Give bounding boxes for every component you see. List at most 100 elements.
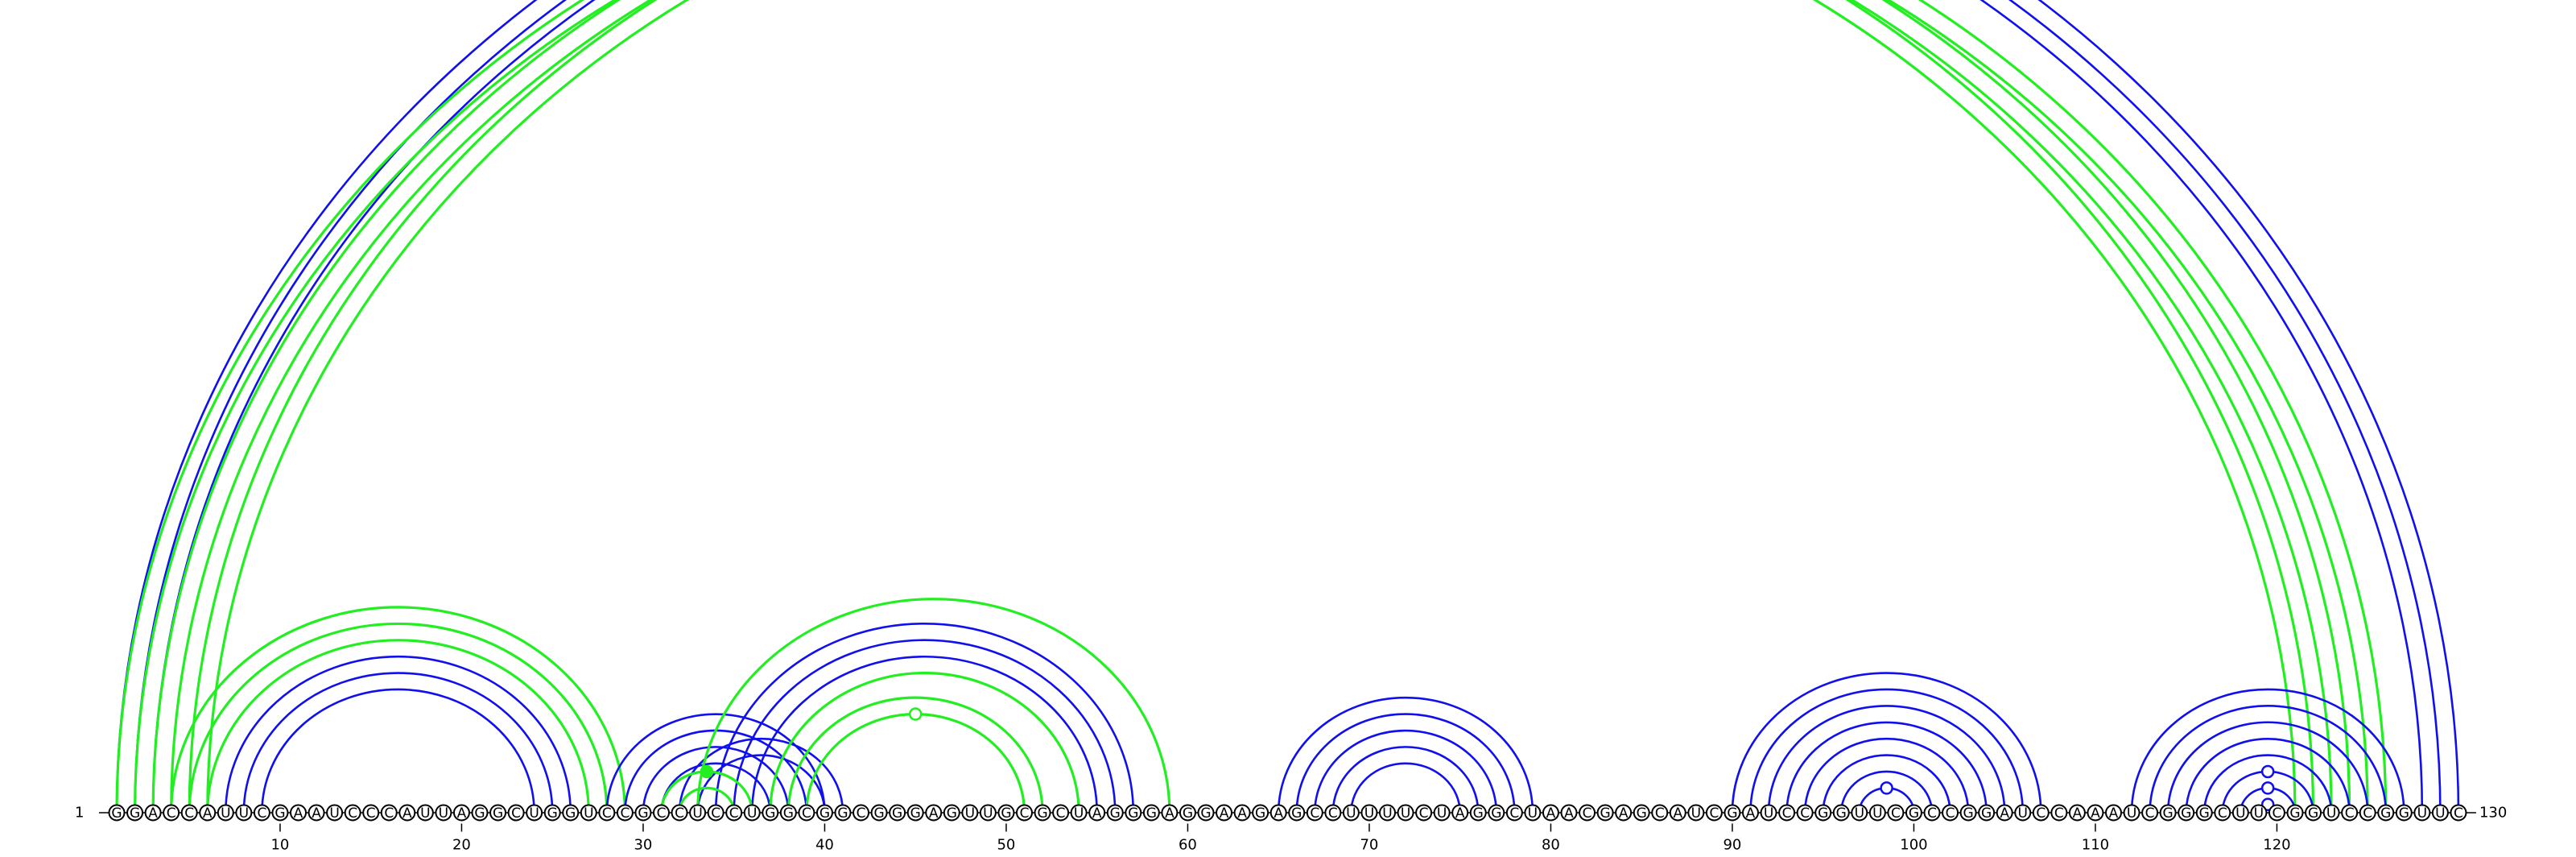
base-letter: C bbox=[257, 805, 266, 822]
base-106: U bbox=[2014, 804, 2032, 822]
base-circle bbox=[834, 804, 852, 822]
base-letter: C bbox=[384, 805, 394, 822]
base-circle bbox=[1125, 804, 1142, 822]
base-letter: C bbox=[2218, 805, 2227, 822]
base-letter: G bbox=[1600, 805, 1611, 822]
base-circle bbox=[2413, 804, 2431, 822]
tick-label-70: 70 bbox=[1360, 837, 1378, 854]
base-35: C bbox=[725, 804, 743, 822]
base-letter: G bbox=[837, 805, 848, 822]
base-circle bbox=[1161, 804, 1179, 822]
base-16: C bbox=[380, 804, 398, 822]
base-letter: A bbox=[1673, 805, 1682, 822]
tick-label-30: 30 bbox=[634, 837, 652, 854]
base-circle bbox=[2395, 804, 2413, 822]
base-letter: G bbox=[2199, 805, 2210, 822]
base-letter: C bbox=[184, 805, 194, 822]
base-30: G bbox=[634, 804, 652, 822]
tick-label-80: 80 bbox=[1542, 837, 1560, 854]
base-circle bbox=[689, 804, 707, 822]
arc-green-4-123 bbox=[170, 0, 2333, 814]
base-letter: A bbox=[1564, 805, 1574, 822]
base-70: U bbox=[1360, 804, 1378, 822]
base-29: C bbox=[616, 804, 634, 822]
base-letter: C bbox=[511, 805, 521, 822]
base-letter: G bbox=[1200, 805, 1211, 822]
base-circle bbox=[543, 804, 561, 822]
base-circle bbox=[126, 804, 144, 822]
arc-blue-94-103 bbox=[1803, 737, 1970, 814]
base-circle bbox=[1596, 804, 1614, 822]
base-circle bbox=[290, 804, 307, 822]
arc-green-5-126 bbox=[189, 0, 2386, 813]
base-letter: C bbox=[675, 805, 684, 822]
base-letter: C bbox=[1056, 805, 1066, 822]
base-14: C bbox=[344, 804, 361, 822]
base-letter: A bbox=[2000, 805, 2009, 822]
base-circle bbox=[815, 804, 833, 822]
base-circle bbox=[1269, 804, 1287, 822]
arc-green-5-28 bbox=[188, 622, 609, 814]
base-128: U bbox=[2413, 804, 2431, 822]
base-letter: C bbox=[1583, 805, 1592, 822]
base-9: C bbox=[253, 804, 270, 822]
base-letter: G bbox=[1963, 805, 1974, 822]
base-letter: G bbox=[783, 805, 794, 822]
base-111: A bbox=[2105, 804, 2122, 822]
base-circle bbox=[616, 804, 634, 822]
base-circle bbox=[961, 804, 979, 822]
base-letter: U bbox=[2018, 805, 2028, 822]
base-53: C bbox=[1052, 804, 1070, 822]
base-38: G bbox=[779, 804, 797, 822]
base-letter: C bbox=[1800, 805, 1810, 822]
base-8: U bbox=[235, 804, 253, 822]
base-circle bbox=[2141, 804, 2159, 822]
base-letter: U bbox=[1764, 805, 1773, 822]
base-letter: G bbox=[493, 805, 503, 822]
base-letter: G bbox=[1291, 805, 1302, 822]
base-letter: U bbox=[329, 805, 339, 822]
base-circle bbox=[1306, 804, 1323, 822]
base-108: C bbox=[2050, 804, 2068, 822]
base-circle bbox=[1887, 804, 1905, 822]
base-letter: C bbox=[657, 805, 667, 822]
base-73: C bbox=[1415, 804, 1433, 822]
arc-blue-95-102 bbox=[1822, 754, 1951, 814]
arc-green-3-124 bbox=[153, 0, 2350, 813]
base-47: G bbox=[943, 804, 960, 822]
base-124: C bbox=[2341, 804, 2359, 822]
base-circle bbox=[580, 804, 597, 822]
base-letter: C bbox=[1328, 805, 1338, 822]
base-letter: G bbox=[2181, 805, 2191, 822]
base-letter: C bbox=[729, 805, 739, 822]
base-letter: G bbox=[1491, 805, 1501, 822]
base-circle bbox=[2231, 804, 2249, 822]
arc-blue-96-101 bbox=[1839, 770, 1934, 814]
arc-blue-90-107 bbox=[1731, 672, 2042, 814]
base-circle bbox=[271, 804, 289, 822]
base-circle bbox=[1905, 804, 1922, 822]
arc-blue-1-130 bbox=[115, 0, 2460, 814]
base-letter: C bbox=[1782, 805, 1792, 822]
base-98: U bbox=[1868, 804, 1886, 822]
base-circle bbox=[326, 804, 344, 822]
base-circle bbox=[1760, 804, 1777, 822]
base-circle bbox=[253, 804, 270, 822]
base-circle bbox=[217, 804, 234, 822]
base-circle bbox=[1016, 804, 1033, 822]
base-circle bbox=[653, 804, 670, 822]
base-79: U bbox=[1524, 804, 1542, 822]
base-letter: G bbox=[474, 805, 485, 822]
arc-blue-91-106 bbox=[1749, 688, 2025, 814]
base-118: U bbox=[2231, 804, 2249, 822]
base-81: A bbox=[1560, 804, 1578, 822]
arc-green-6-27 bbox=[206, 639, 590, 814]
base-letter: C bbox=[620, 805, 630, 822]
base-circle bbox=[1651, 804, 1669, 822]
arc-blue-8-25 bbox=[242, 672, 554, 814]
base-letter: G bbox=[2308, 805, 2318, 822]
base-125: C bbox=[2359, 804, 2376, 822]
base-letter: U bbox=[1364, 805, 1374, 822]
base-letter: U bbox=[2235, 805, 2245, 822]
base-circle bbox=[1724, 804, 1741, 822]
